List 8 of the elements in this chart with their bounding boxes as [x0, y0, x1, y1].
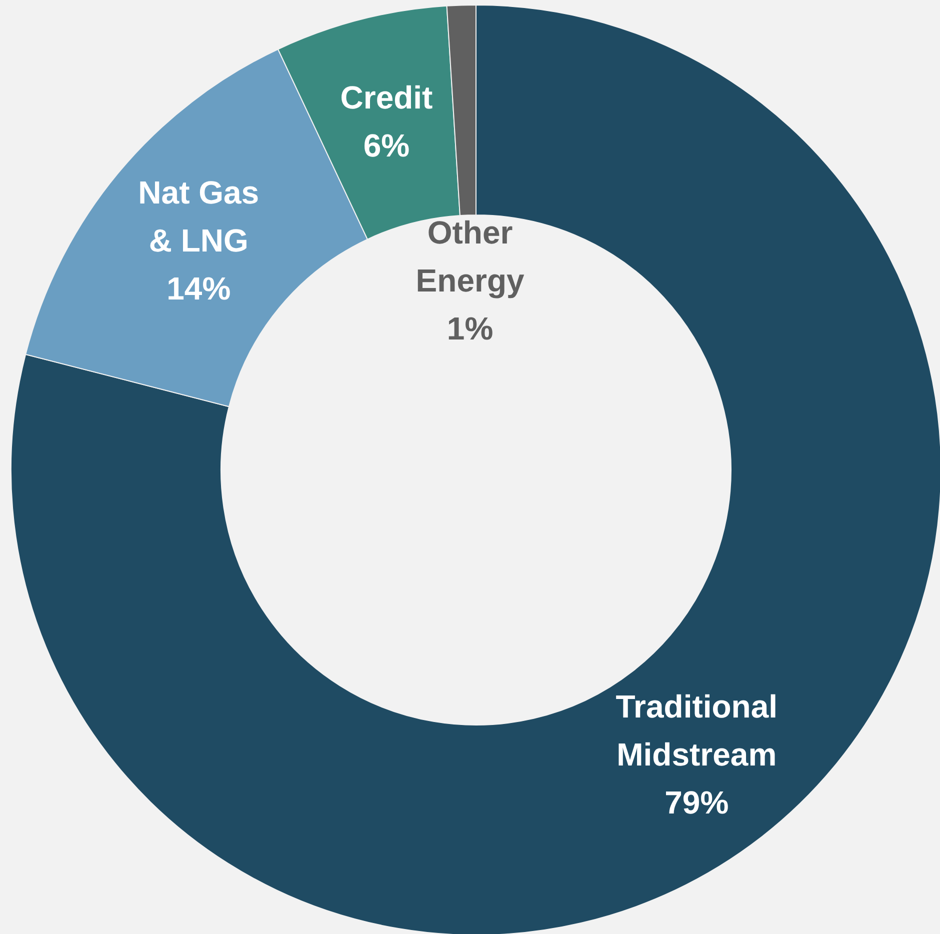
data-label: 14% — [166, 270, 231, 307]
slice-label: Traditional Midstream — [616, 688, 778, 773]
slice-label: Credit — [340, 80, 434, 116]
data-label: 1% — [446, 310, 494, 346]
slice-label: Other Energy — [416, 214, 524, 298]
data-label: 79% — [664, 784, 729, 821]
data-label: 6% — [363, 128, 410, 164]
slice-label: Nat Gas & LNG — [138, 174, 260, 259]
